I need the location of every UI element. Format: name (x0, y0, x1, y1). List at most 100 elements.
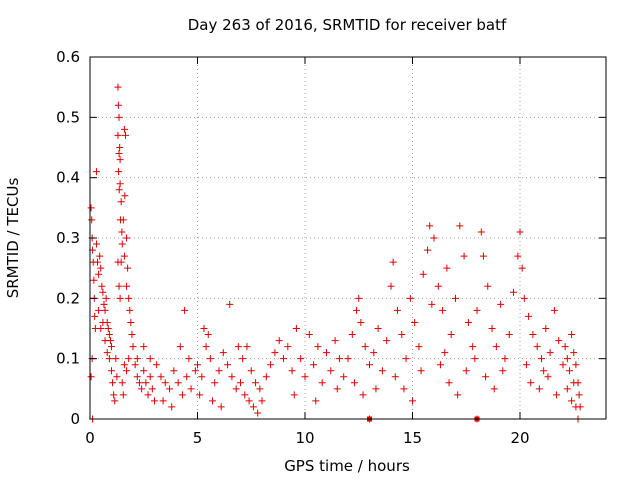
data-point (559, 361, 567, 369)
data-point (92, 240, 100, 248)
data-point (262, 373, 270, 381)
data-point (340, 373, 348, 381)
data-point (389, 258, 397, 266)
data-point (92, 168, 100, 176)
chart-title: Day 263 of 2016, SRMTID for receiver bat… (188, 16, 507, 34)
data-point (219, 349, 227, 357)
data-point (492, 343, 500, 351)
data-point (473, 306, 481, 314)
data-point (256, 385, 264, 393)
data-point (239, 355, 247, 363)
data-point (538, 355, 545, 363)
data-point (125, 355, 133, 363)
data-point (111, 397, 119, 405)
data-point (546, 349, 554, 357)
data-point (133, 373, 141, 381)
data-point (206, 355, 214, 363)
data-point (550, 306, 558, 314)
data-point (209, 397, 217, 405)
data-point (119, 216, 127, 224)
data-point (133, 355, 141, 363)
data-point (447, 331, 455, 339)
data-point (488, 325, 496, 332)
data-point (452, 294, 459, 302)
data-point (292, 325, 300, 332)
data-point (101, 337, 109, 345)
data-point (88, 216, 96, 224)
data-point (115, 168, 123, 176)
data-point (501, 355, 509, 363)
data-point (194, 361, 201, 369)
data-point (117, 198, 125, 206)
data-point (109, 379, 117, 387)
data-point (568, 397, 576, 405)
data-point (138, 385, 146, 393)
data-point (348, 331, 356, 339)
data-point (419, 270, 427, 278)
data-point (151, 397, 158, 405)
data-point (114, 258, 122, 266)
data-point (99, 318, 107, 326)
data-point (224, 361, 232, 369)
data-point (314, 343, 322, 351)
data-point (87, 373, 95, 381)
data-point (415, 343, 423, 351)
data-point (533, 343, 541, 351)
data-point (484, 282, 492, 290)
y-axis-label: SRMTID / TECUs (4, 178, 22, 299)
data-point (118, 379, 126, 387)
data-point (383, 337, 391, 345)
x-tick-label: 10 (295, 429, 314, 447)
data-point (535, 385, 543, 393)
data-point (115, 186, 123, 194)
data-point (217, 403, 225, 411)
data-point (518, 264, 526, 272)
data-point (514, 252, 522, 260)
grid-lines (90, 57, 606, 419)
data-point (436, 361, 444, 369)
data-point (333, 385, 341, 393)
data-point (406, 294, 414, 302)
x-tick-labels: 0 5 10 15 20 (85, 429, 529, 447)
data-point (428, 300, 436, 308)
data-point (275, 337, 283, 345)
data-point (464, 318, 472, 326)
data-point (95, 270, 103, 278)
data-point (312, 397, 320, 405)
data-point (142, 379, 150, 387)
data-point (234, 343, 242, 351)
data-point (520, 294, 528, 302)
y-tick-label: 0.4 (56, 169, 80, 187)
data-point (127, 318, 135, 326)
data-point (527, 379, 535, 387)
data-point (505, 331, 513, 339)
data-point (123, 367, 131, 375)
data-point (120, 361, 128, 369)
data-point (96, 252, 104, 260)
data-point (118, 240, 126, 248)
data-point (525, 312, 533, 320)
data-point (471, 355, 479, 363)
y-tick-label: 0.2 (56, 289, 80, 307)
data-point (140, 343, 148, 351)
data-point (228, 373, 236, 381)
data-point (121, 192, 129, 200)
data-point (102, 294, 110, 302)
data-point (114, 131, 122, 139)
data-point (181, 306, 189, 314)
data-point (119, 391, 127, 399)
data-point (301, 373, 309, 381)
data-point (183, 373, 191, 381)
data-point (170, 367, 178, 375)
data-point (563, 355, 571, 363)
data-point (215, 367, 223, 375)
data-point (430, 234, 438, 242)
data-point (245, 397, 253, 405)
data-point (100, 300, 108, 308)
data-point (146, 355, 154, 363)
data-point (372, 385, 380, 393)
data-point (359, 391, 367, 399)
data-point (161, 379, 169, 387)
data-point (271, 349, 279, 357)
